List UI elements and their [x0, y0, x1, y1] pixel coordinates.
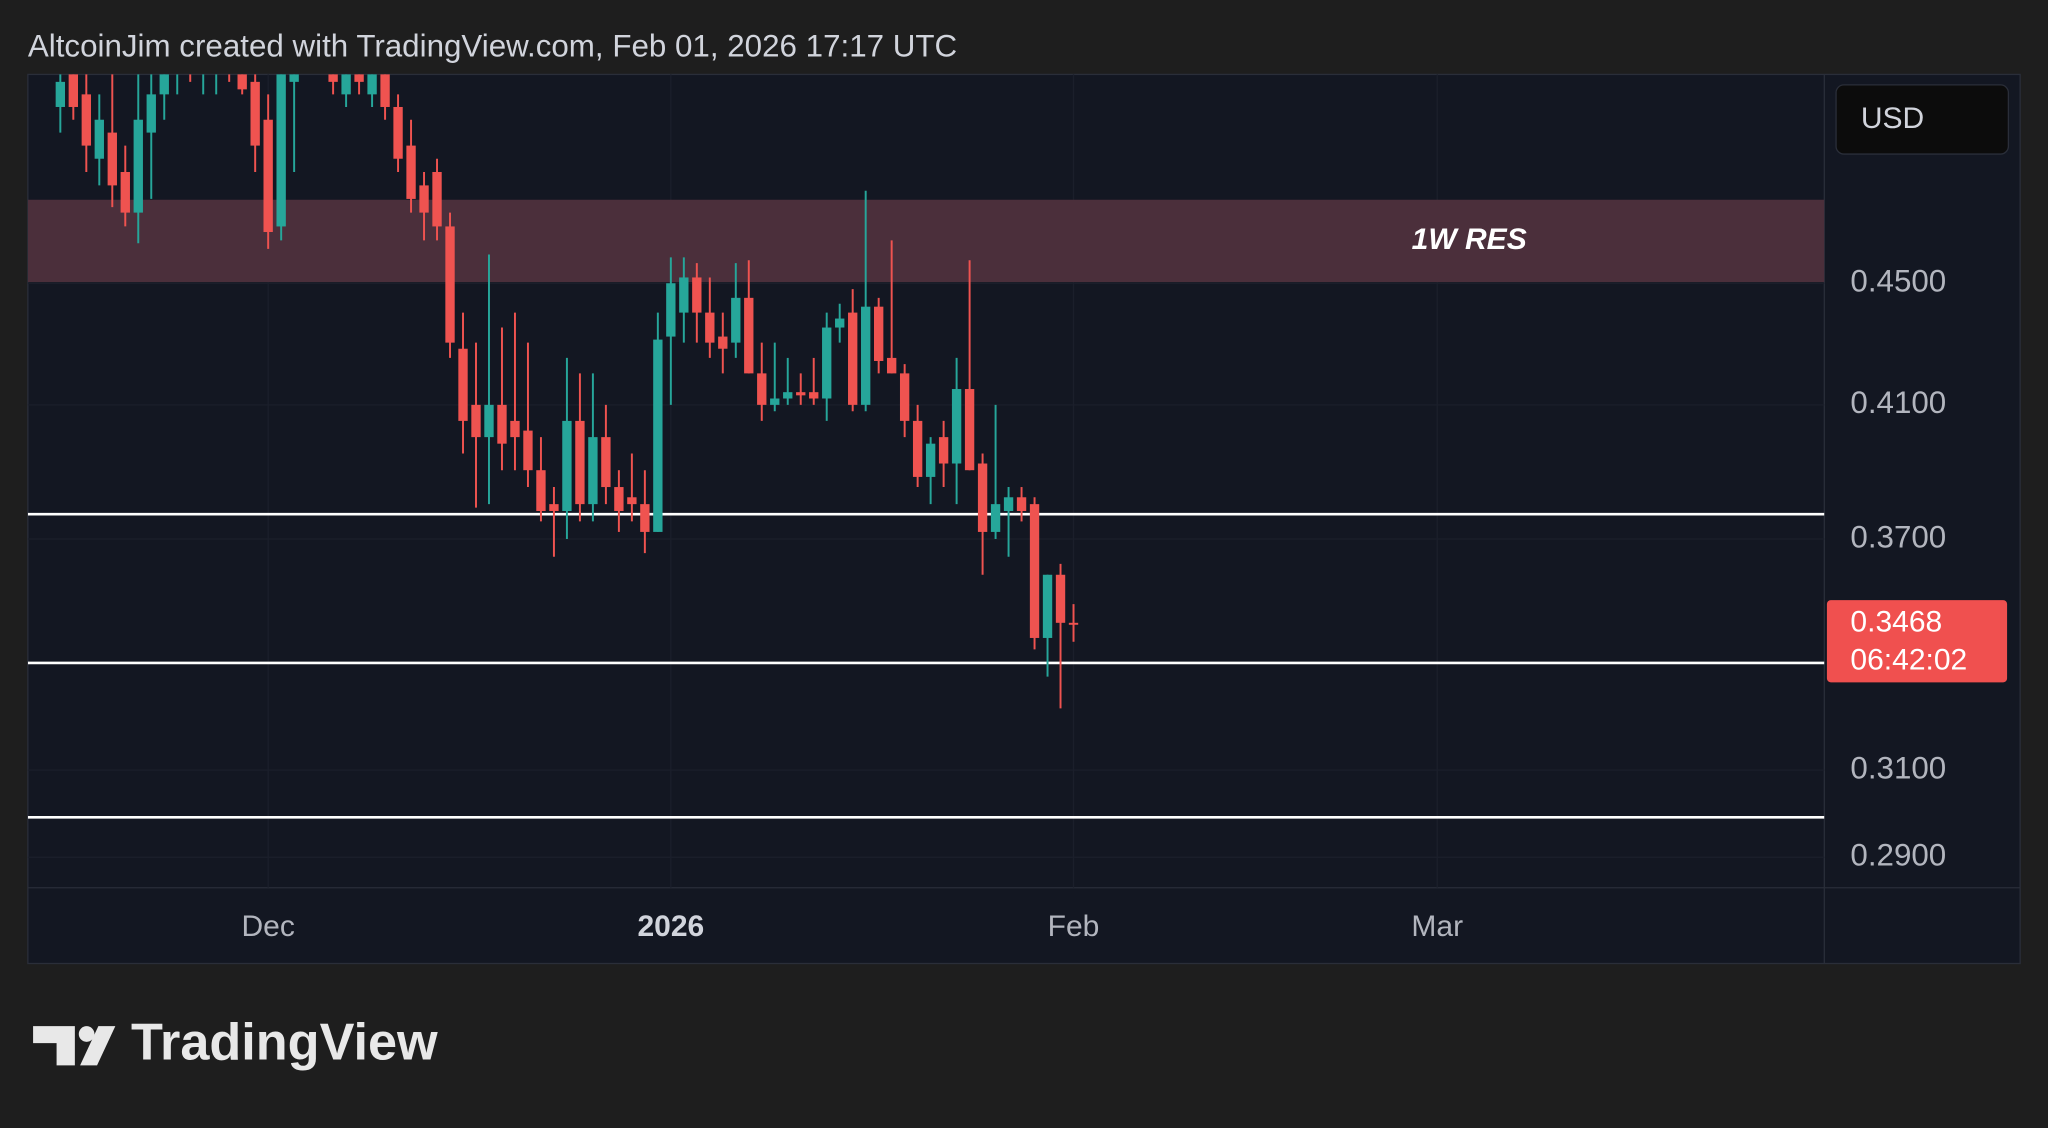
candle-body [510, 420, 520, 438]
candle-body [783, 392, 793, 399]
candle-body [263, 119, 273, 233]
y-tick-label: 0.4500 [1850, 264, 1946, 299]
currency[interactable]: USD [1861, 102, 1924, 135]
logo-text: TradingView [131, 1014, 438, 1072]
candle-body [250, 81, 260, 146]
candle-body [432, 171, 442, 227]
candle-body [159, 74, 169, 95]
candle-body [925, 443, 936, 477]
candle-body [1042, 574, 1053, 638]
candle-body [406, 145, 416, 199]
candle-body [1068, 622, 1079, 625]
last-price-box [1826, 600, 2008, 683]
candle-body [692, 277, 702, 313]
candle-body [951, 389, 962, 464]
candle-body [861, 306, 871, 405]
candle-body [81, 94, 91, 146]
candle-body [1029, 504, 1040, 638]
candle-body [1003, 497, 1014, 512]
x-tick-label: Dec [241, 910, 294, 943]
candle-body [1016, 497, 1027, 512]
candle-body [328, 74, 338, 82]
candle-body [55, 81, 66, 107]
candle-body [757, 373, 767, 405]
candle-body [718, 336, 728, 349]
logo-mark [33, 1026, 75, 1066]
candle-body [614, 487, 624, 512]
candle-body [120, 171, 130, 213]
candle-body [666, 283, 676, 337]
candle-body [497, 404, 507, 444]
candle-body [744, 297, 754, 374]
x-tick-label: Feb [1048, 910, 1100, 943]
candle-body [899, 373, 910, 421]
candle-body [601, 437, 611, 488]
candle-body [640, 504, 650, 532]
currency-box[interactable] [1835, 84, 2010, 155]
candle-body [341, 74, 351, 95]
candle-body [627, 497, 637, 505]
candle-body [938, 437, 949, 464]
candle-body [237, 74, 247, 90]
candle-body [835, 318, 845, 328]
plot: 1W RES [27, 74, 1825, 819]
x-tick-label: Mar [1411, 910, 1463, 943]
candle-body [822, 327, 832, 399]
candle-body [380, 74, 390, 107]
candle-body [354, 74, 364, 82]
candle-body [990, 504, 1001, 532]
candle-body [1055, 574, 1066, 623]
candle-body [458, 348, 468, 421]
candle-body [964, 389, 975, 471]
candle-body [873, 306, 884, 361]
candle-body [445, 226, 455, 343]
countdown: 06:42:02 [1850, 643, 1967, 676]
candle-body [146, 94, 156, 133]
candle-body [653, 339, 663, 532]
candle-body [536, 470, 546, 512]
candle-body [107, 132, 117, 186]
axes: 0.4500 0.4100 0.3700 0.3100 0.2900 Dec 2026 Feb… [241, 264, 2008, 943]
last-price: 0.3468 [1850, 606, 1942, 639]
y-tick-label: 0.3100 [1850, 750, 1946, 785]
candle-body [94, 119, 104, 159]
zone-label: 1W RES [1412, 223, 1527, 256]
candle-body [68, 74, 79, 107]
candle-body [276, 74, 286, 227]
logo-mark [80, 1026, 116, 1066]
candle-body [562, 420, 572, 512]
candle-body [133, 119, 143, 213]
candle-body [393, 106, 403, 159]
candle-body [731, 297, 741, 343]
x-tick-label: 2026 [637, 910, 704, 943]
candle-body [588, 437, 598, 505]
candle-body [809, 392, 819, 399]
candle-body [549, 504, 559, 512]
candle-body [419, 185, 429, 213]
candle-body [679, 277, 689, 313]
resistance-zone [27, 199, 1825, 283]
candle-body [848, 312, 858, 405]
y-tick-label: 0.2900 [1850, 838, 1946, 873]
candle-body [912, 420, 923, 477]
candle-body [523, 430, 533, 471]
candle-body [289, 74, 299, 82]
candle-body [471, 404, 481, 438]
candle-body [796, 392, 806, 396]
candle-body [367, 74, 377, 95]
candle-body [977, 463, 988, 532]
candle-body [484, 404, 494, 438]
logo-mark [78, 1026, 95, 1042]
y-tick-label: 0.4100 [1850, 385, 1946, 420]
candle-body [575, 420, 585, 505]
candle-body [886, 357, 897, 374]
header: AltcoinJim created with TradingView.com,… [28, 29, 957, 64]
y-tick-label: 0.3700 [1850, 519, 1946, 554]
candle-body [705, 312, 715, 343]
logo: TradingView [33, 1014, 438, 1072]
candle-body [770, 398, 780, 405]
